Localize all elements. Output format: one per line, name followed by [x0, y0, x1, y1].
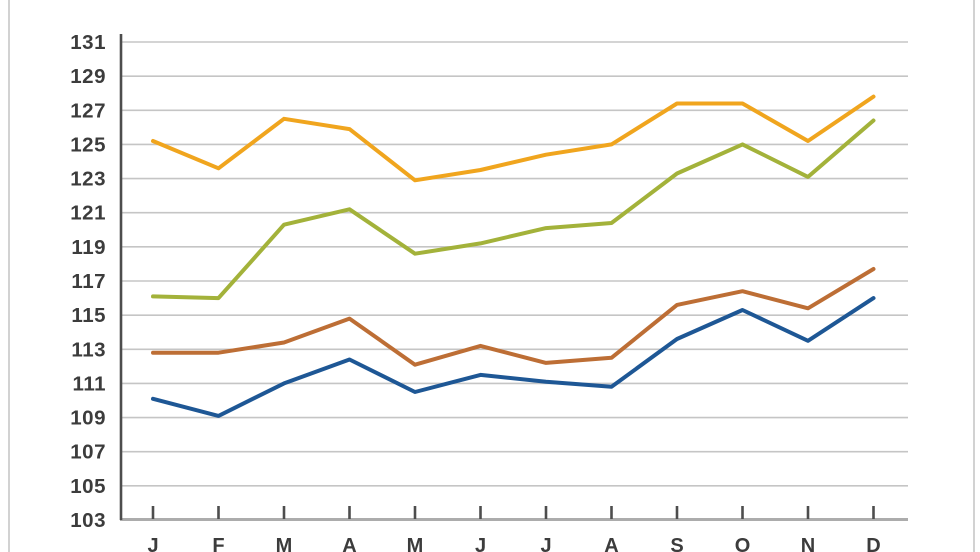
- x-axis-label-11: D: [866, 535, 880, 552]
- x-axis-label-9: O: [735, 535, 751, 552]
- series-brown-line: [151, 267, 876, 367]
- y-axis-label-111: 111: [73, 372, 106, 395]
- y-axis-label-125: 125: [70, 133, 106, 156]
- x-axis-label-6: J: [540, 535, 551, 552]
- series-green-line: [151, 118, 876, 301]
- y-axis-label-123: 123: [70, 168, 106, 191]
- x-axis-label-7: A: [604, 535, 618, 552]
- x-axis-label-3: A: [342, 535, 356, 552]
- x-axis-label-8: S: [670, 535, 683, 552]
- y-axis-label-129: 129: [70, 65, 106, 88]
- page-left-border: [8, 0, 10, 552]
- series-yellow-line: [151, 94, 876, 183]
- y-axis-label-113: 113: [71, 338, 106, 361]
- y-axis-label-119: 119: [71, 236, 106, 259]
- series-blue-line: [151, 296, 876, 418]
- x-axis-label-4: M: [407, 535, 424, 552]
- x-axis-label-10: N: [801, 535, 815, 552]
- y-axis-label-115: 115: [71, 304, 106, 327]
- y-axis-label-117: 117: [71, 270, 106, 293]
- y-axis-label-107: 107: [70, 441, 106, 464]
- y-axis-label-109: 109: [70, 407, 106, 430]
- x-axis-label-0: J: [147, 535, 158, 552]
- y-axis-label-121: 121: [70, 202, 106, 225]
- x-axis-label-2: M: [276, 535, 293, 552]
- page-right-border: [973, 0, 975, 552]
- x-axis-label-5: J: [475, 535, 486, 552]
- x-axis-label-1: F: [212, 535, 224, 552]
- y-axis-label-103: 103: [70, 509, 106, 532]
- y-axis-label-131: 131: [70, 31, 106, 54]
- y-axis-label-127: 127: [70, 99, 106, 122]
- y-axis-label-105: 105: [70, 475, 106, 498]
